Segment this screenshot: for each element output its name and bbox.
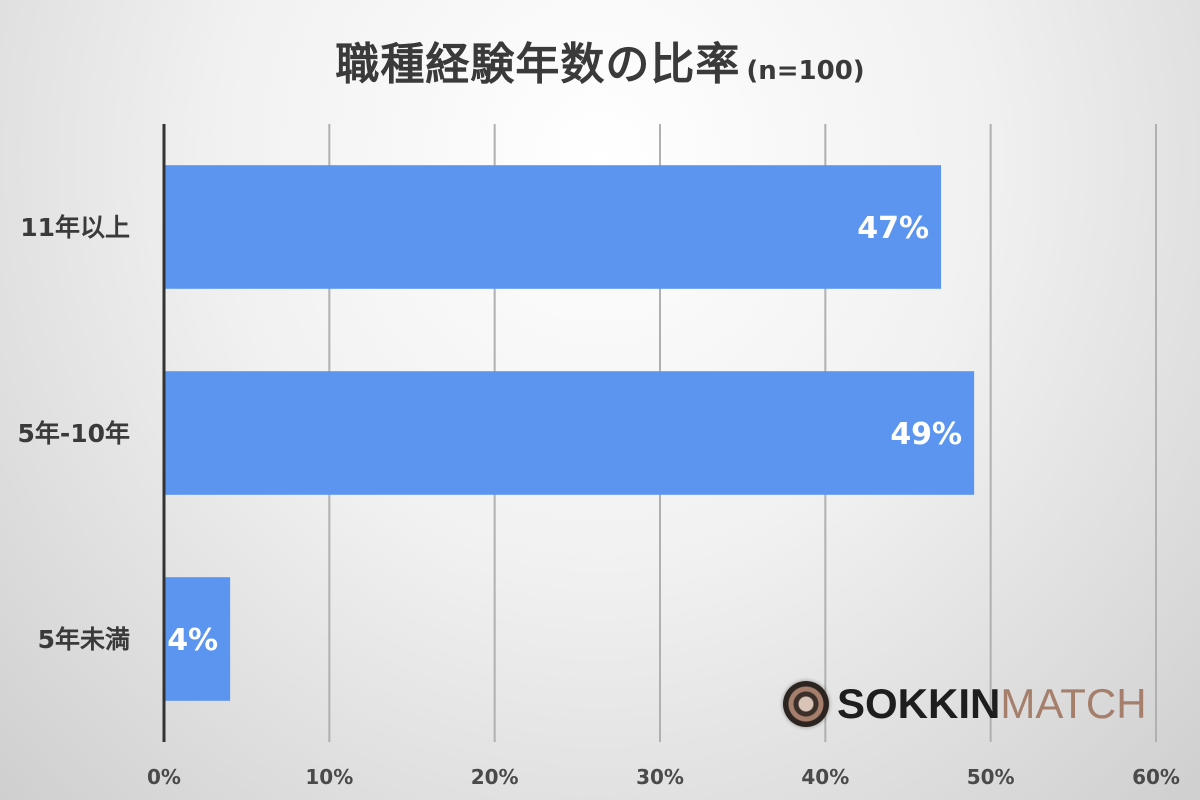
- chart-title: 職種経験年数の比率 (n=100): [0, 28, 1200, 92]
- bar: [165, 165, 942, 289]
- data-label: 49%: [890, 417, 962, 452]
- category-label: 5年未満: [38, 625, 130, 654]
- x-tick-label: 10%: [305, 765, 353, 789]
- logo-text-match: MATCH: [1000, 680, 1147, 727]
- x-tick-label: 30%: [636, 765, 684, 789]
- category-label: 11年以上: [20, 213, 130, 242]
- x-tick-label: 40%: [801, 765, 849, 789]
- sokkinmatch-logo: SOKKIN MATCH: [783, 676, 1147, 732]
- category-label: 5年-10年: [17, 419, 130, 448]
- logo-mark-icon: [783, 681, 829, 727]
- bar: [165, 577, 231, 701]
- x-tick-label: 50%: [967, 765, 1015, 789]
- x-tick-label: 20%: [471, 765, 519, 789]
- bar: [165, 371, 975, 495]
- x-tick-label: 0%: [147, 765, 181, 789]
- chart-title-sample-size: (n=100): [746, 56, 865, 86]
- data-label: 47%: [857, 211, 929, 246]
- logo-text-sokkin: SOKKIN: [837, 680, 1001, 727]
- x-tick-label: 60%: [1132, 765, 1180, 789]
- data-label: 4%: [167, 623, 218, 658]
- chart-title-main: 職種経験年数の比率: [335, 39, 741, 90]
